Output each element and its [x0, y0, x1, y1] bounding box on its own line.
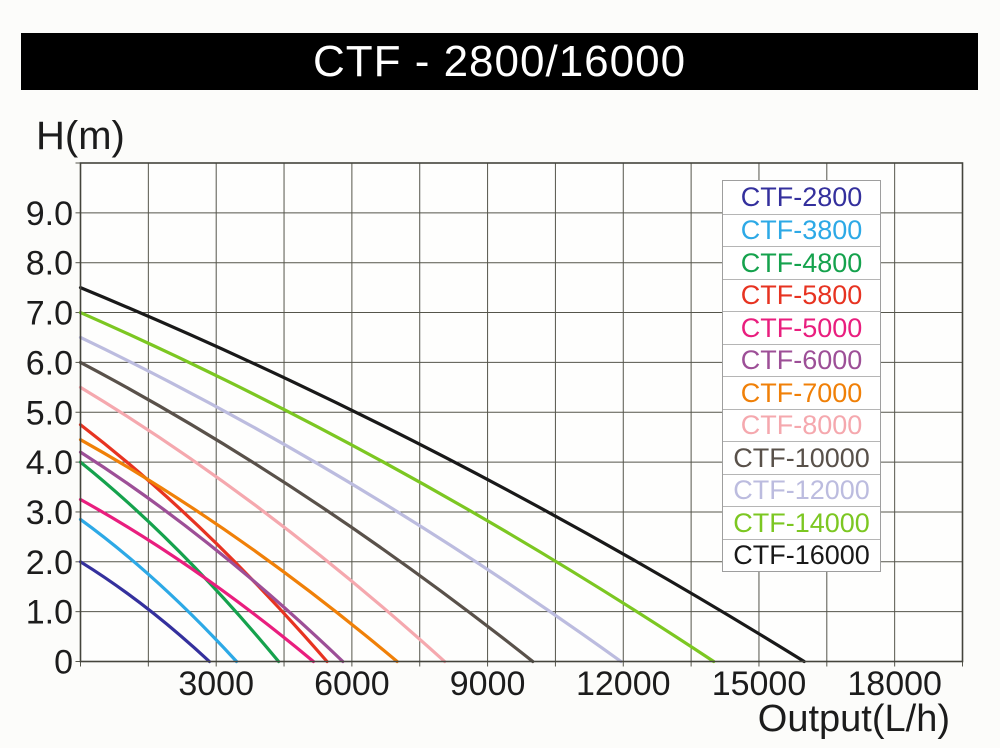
legend-item-ctf-8000: CTF-8000	[723, 408, 880, 442]
curve-ctf-12000	[78, 335, 623, 664]
curve-ctf-3800	[78, 517, 239, 664]
curves	[78, 286, 806, 664]
legend-item-ctf-2800: CTF-2800	[740, 182, 863, 212]
y-tick-label: 6.0	[26, 344, 73, 382]
x-tick-label: 15000	[712, 665, 807, 703]
y-tick-labels: 9.0 8.0 7.0 6.0 5.0 4.0 3.0 2.0 1.0 0	[26, 195, 73, 682]
x-tick-label: 6000	[314, 665, 390, 703]
curve-ctf-4800	[78, 460, 281, 664]
x-tick-label: 9000	[450, 665, 526, 703]
x-axis-title: Output(L/h)	[757, 698, 950, 740]
curve-ctf-14000	[78, 310, 716, 664]
legend-item-ctf-6000: CTF-6000	[723, 343, 880, 377]
legend-item-ctf-5800: CTF-5800	[723, 278, 880, 312]
curve-ctf-7000	[78, 438, 399, 664]
y-axis-title: H(m)	[36, 114, 125, 158]
x-tick-labels: 3000 6000 9000 12000 15000 18000	[178, 665, 942, 703]
legend-item-ctf-14000: CTF-14000	[723, 506, 880, 539]
legend: CTF-2800 CTF-3800 CTF-4800 CTF-5800 CTF-5000…	[722, 180, 881, 572]
y-tick-label: 5.0	[26, 394, 73, 432]
curve-ctf-6000	[78, 450, 345, 664]
y-tick-label: 3.0	[26, 494, 73, 532]
plot-border	[79, 162, 964, 663]
y-tick-label: 4.0	[26, 444, 73, 482]
y-tick-label: 1.0	[26, 594, 73, 632]
x-tick-label: 18000	[847, 665, 942, 703]
legend-item-ctf-16000: CTF-16000	[723, 538, 880, 572]
x-tick-label: 12000	[576, 665, 671, 703]
legend-item-ctf-3800: CTF-3800	[723, 213, 880, 247]
curve-ctf-8000	[78, 385, 447, 664]
legend-item-ctf-5000: CTF-5000	[723, 311, 880, 344]
legend-item-ctf-4800: CTF-4800	[723, 246, 880, 279]
legend-item-ctf-10000: CTF-10000	[723, 441, 880, 474]
chart-title: CTF - 2800/16000	[312, 36, 687, 86]
curve-ctf-10000	[78, 360, 535, 664]
y-tick-label: 8.0	[26, 245, 73, 283]
legend-item-ctf-12000: CTF-12000	[723, 473, 880, 507]
curve-ctf-5000	[78, 497, 316, 664]
y-tick-label: 7.0	[26, 295, 73, 333]
curve-ctf-2800	[78, 560, 212, 664]
x-tick-label: 3000	[178, 665, 254, 703]
curve-ctf-16000	[78, 286, 806, 664]
y-tick-label: 2.0	[26, 544, 73, 582]
title-bar: CTF - 2800/16000	[21, 33, 978, 90]
legend-item-ctf-7000: CTF-7000	[723, 376, 880, 409]
curve-ctf-5800	[78, 423, 329, 664]
y-tick-label: 9.0	[26, 195, 73, 233]
y-tick-label: 0	[54, 644, 73, 682]
